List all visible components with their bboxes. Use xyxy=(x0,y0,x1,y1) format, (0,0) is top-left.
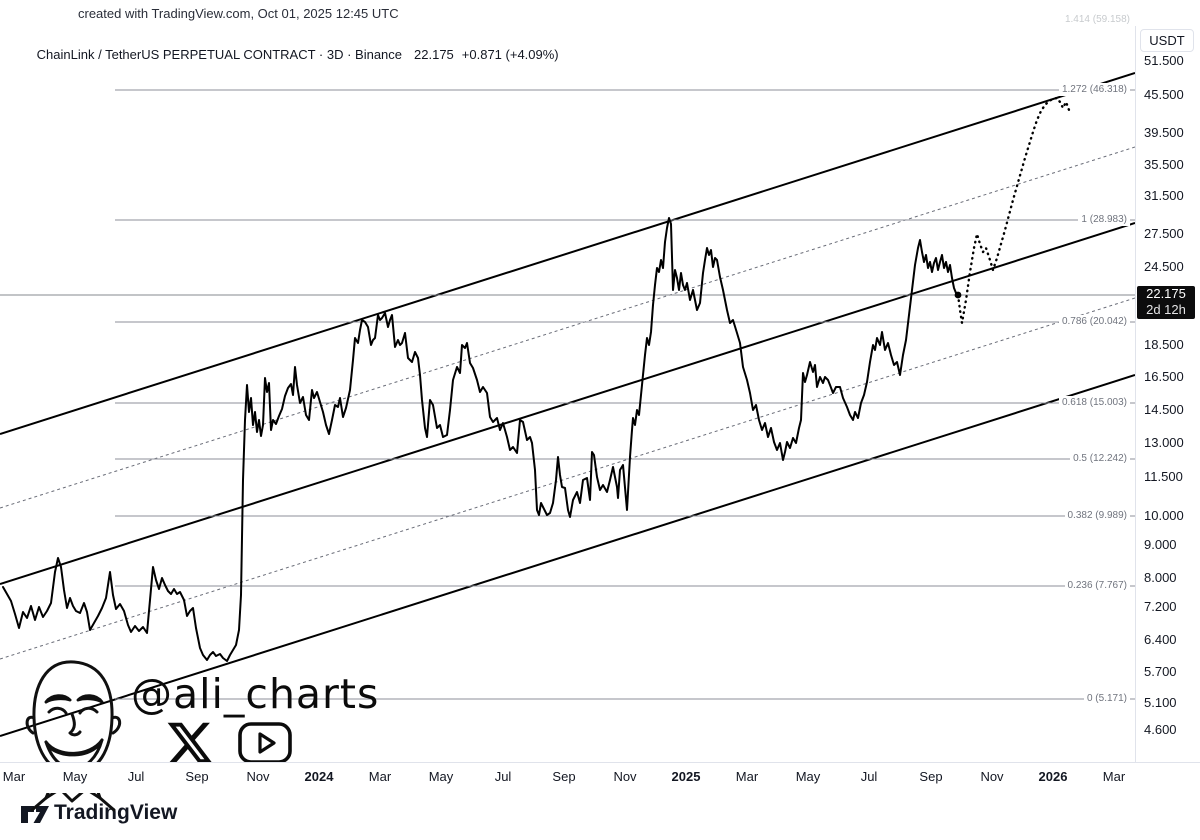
price-plot-svg xyxy=(0,72,1135,737)
time-tick-label: Mar xyxy=(1102,769,1126,784)
price-tick-label: 51.500 xyxy=(1144,53,1184,68)
time-axis[interactable]: Mar May Jul Sep Nov 2024 Mar May Jul Sep Nov 2025 Ma… xyxy=(0,762,1200,793)
price-tick-label: 16.500 xyxy=(1144,369,1184,384)
price-tick-label: 9.000 xyxy=(1144,537,1177,552)
time-tick-label: Sep xyxy=(185,769,209,784)
price-axis[interactable]: USDT 51.500 45.500 39.500 35.500 31.500 27.50… xyxy=(1135,26,1200,762)
price-tick-label: 27.500 xyxy=(1144,226,1184,241)
attribution-text: created with TradingView.com, Oct 01, 20… xyxy=(78,6,399,21)
tradingview-brand-text: TradingView xyxy=(54,801,178,824)
time-tick-label: Nov xyxy=(613,769,637,784)
price-tick-label: 11.500 xyxy=(1144,469,1183,484)
x-twitter-icon xyxy=(167,722,213,764)
price-tick-label: 8.000 xyxy=(1144,570,1177,585)
time-tick-label: Mar xyxy=(735,769,759,784)
price-tick-label: 35.500 xyxy=(1144,157,1184,172)
footer-bar: TradingView xyxy=(0,792,1200,840)
time-tick-label: Mar xyxy=(368,769,392,784)
watermark-handle: @ali_charts xyxy=(131,670,380,718)
price-tick-label: 45.500 xyxy=(1144,87,1184,102)
legend-symbol[interactable]: ChainLink / TetherUS PERPETUAL CONTRACT … xyxy=(36,47,403,62)
time-tick-label: May xyxy=(428,769,454,784)
price-tick-label: 5.700 xyxy=(1144,664,1177,679)
time-tick-label: Jul xyxy=(494,769,512,784)
price-tick-label: 14.500 xyxy=(1144,402,1184,417)
price-tick-label: 5.100 xyxy=(1144,695,1177,710)
time-tick-label: Nov xyxy=(980,769,1004,784)
chart-plot-area[interactable]: @ali_charts ChainLink / TetherUS PERPETU… xyxy=(0,26,1135,812)
time-tick-label: Sep xyxy=(919,769,943,784)
current-price-label: 22.175 2d 12h xyxy=(1137,286,1195,319)
symbol-legend[interactable]: ChainLink / TetherUS PERPETUAL CONTRACT … xyxy=(15,32,559,77)
time-tick-label: May xyxy=(795,769,821,784)
price-tick-label: 18.500 xyxy=(1144,337,1184,352)
price-tick-label: 31.500 xyxy=(1144,188,1184,203)
time-tick-label: Mar xyxy=(2,769,26,784)
price-tick-label: 24.500 xyxy=(1144,259,1184,274)
time-tick-label: 2024 xyxy=(304,769,334,784)
current-price-value: 22.175 xyxy=(1146,286,1186,301)
time-tick-label: Jul xyxy=(127,769,145,784)
time-tick-label: 2026 xyxy=(1038,769,1068,784)
time-tick-label: Jul xyxy=(860,769,878,784)
time-tick-label: 2025 xyxy=(671,769,701,784)
legend-last-price: 22.175 xyxy=(414,47,454,62)
time-tick-label: May xyxy=(62,769,88,784)
bar-countdown: 2d 12h xyxy=(1146,302,1186,317)
price-tick-label: 7.200 xyxy=(1144,599,1177,614)
time-tick-label: Nov xyxy=(246,769,270,784)
price-tick-label: 39.500 xyxy=(1144,125,1184,140)
youtube-icon xyxy=(238,722,292,764)
legend-change: +0.871 (+4.09%) xyxy=(461,47,559,62)
price-tick-label: 4.600 xyxy=(1144,722,1177,737)
price-tick-label: 6.400 xyxy=(1144,632,1177,647)
fib-label-clipped: 1.414 (59.158) xyxy=(1064,14,1130,25)
time-tick-label: Sep xyxy=(552,769,576,784)
currency-toggle-button[interactable]: USDT xyxy=(1140,29,1194,52)
attribution-bar: created with TradingView.com, Oct 01, 20… xyxy=(0,0,1200,27)
price-tick-label: 13.000 xyxy=(1144,435,1184,450)
price-tick-label: 10.000 xyxy=(1144,508,1184,523)
